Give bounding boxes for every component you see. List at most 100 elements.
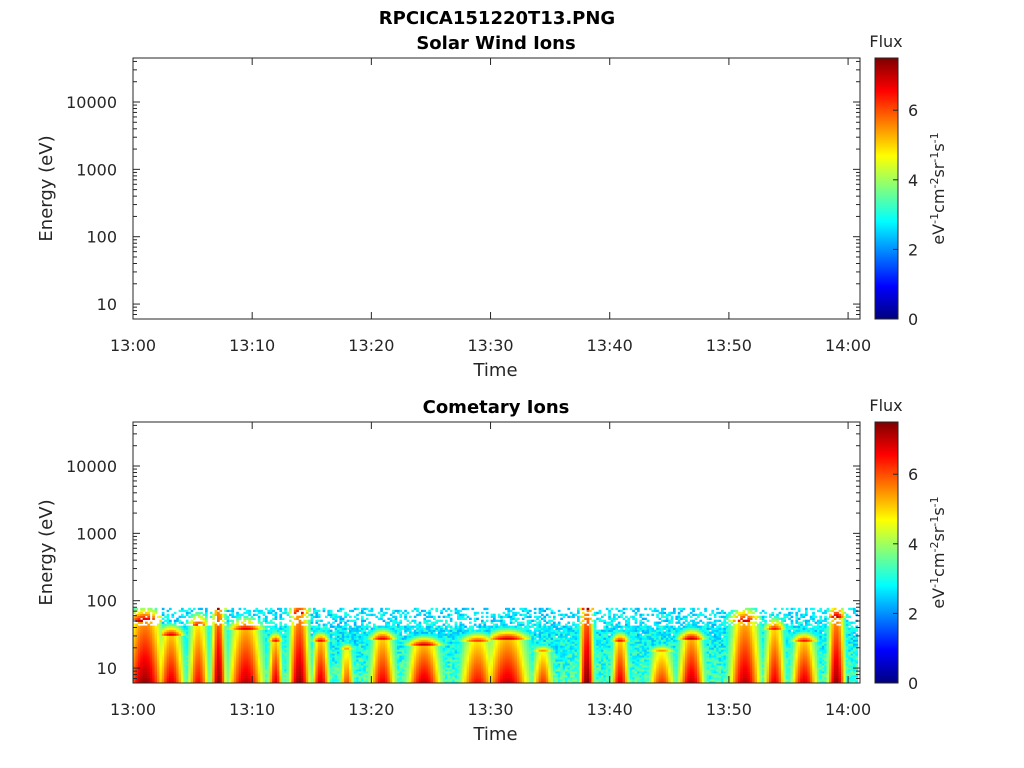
heatmap-cell [238,661,242,664]
heatmap-cell [313,637,316,640]
heatmap-cell [349,663,352,666]
heatmap-cell [329,631,333,634]
heatmap-cell [313,615,316,618]
heatmap-cell [171,657,175,660]
heatmap-cell [442,669,446,672]
heatmap-cell [310,651,314,654]
heatmap-cell [293,649,297,652]
heatmap-cell [425,619,429,622]
heatmap-cell [481,659,484,662]
heatmap-cell [269,607,273,611]
heatmap-cell [281,661,285,664]
heatmap-cell [353,671,357,674]
heatmap-cell [154,661,158,664]
heatmap-cell [471,635,475,638]
heatmap-cell [176,629,179,632]
heatmap-cell [178,673,182,676]
heatmap-cell [257,677,261,680]
heatmap-cell [269,633,273,636]
heatmap-cell [382,671,386,674]
heatmap-cell [279,657,283,660]
heatmap-cell [224,637,227,640]
heatmap-cell [404,663,407,666]
heatmap-cell [411,641,415,644]
heatmap-cell [356,659,359,662]
heatmap-cell [145,659,148,662]
heatmap-cell [488,669,491,672]
heatmap-cell [248,649,251,652]
heatmap-cell [140,607,143,611]
heatmap-cell [320,631,323,634]
heatmap-cell [341,669,345,672]
heatmap-cell [471,677,475,680]
heatmap-cell [430,669,434,672]
heatmap-cell [337,609,340,613]
heatmap-cell [351,633,355,636]
heatmap-cell [133,659,136,662]
heatmap-cell [363,647,367,650]
heatmap-cell [226,615,230,618]
heatmap-cell [226,609,230,613]
heatmap-cell [171,671,175,674]
heatmap-cell [190,667,194,670]
heatmap-cell [262,629,266,632]
heatmap-cell [389,655,393,658]
heatmap-cell [394,667,398,670]
heatmap-cell [262,625,266,628]
heatmap-cell [241,681,244,684]
heatmap-cell [245,611,249,615]
heatmap-cell [224,631,227,634]
heatmap-cell [485,631,489,634]
heatmap-cell [305,647,309,650]
heatmap-cell [245,633,249,636]
heatmap-cell [368,667,371,670]
heatmap-cell [289,681,292,684]
heatmap-cell [279,615,283,618]
heatmap-cell [353,621,357,624]
heatmap-cell [133,653,136,656]
heatmap-cell [274,653,278,656]
heatmap-cell [257,657,261,660]
heatmap-cell [279,667,283,670]
heatmap-cell [308,657,311,660]
heatmap-cell [476,635,479,638]
heatmap-cell [255,677,259,680]
heatmap-cell [435,633,439,636]
heatmap-cell [399,653,403,656]
heatmap-cell [212,679,215,682]
heatmap-cell [260,621,263,624]
heatmap-cell [212,681,215,684]
heatmap-cell [387,653,391,656]
heatmap-cell [154,635,158,638]
heatmap-cell [466,671,470,674]
heatmap-cell [320,649,323,652]
heatmap-cell [197,607,201,611]
heatmap-cell [413,635,417,638]
heatmap-cell [221,645,225,648]
heatmap-cell [373,623,376,626]
heatmap-cell [389,619,393,622]
heatmap-cell [173,631,177,634]
heatmap-cell [401,673,405,676]
heatmap-cell [488,637,491,640]
heatmap-cell [289,657,292,660]
heatmap-cell [286,637,290,640]
heatmap-cell [147,651,151,654]
heatmap-cell [365,643,369,646]
heatmap-cell [238,641,242,644]
heatmap-cell [358,663,362,666]
heatmap-cell [413,637,417,640]
heatmap-cell [457,611,460,615]
heatmap-cell [284,671,287,674]
heatmap-cell [279,617,283,620]
heatmap-cell [243,655,247,658]
heatmap-cell [447,635,451,638]
heatmap-cell [241,633,244,636]
heatmap-cell [149,639,153,642]
heatmap-cell [212,617,215,620]
heatmap-cell [411,643,415,646]
heatmap-cell [433,635,436,638]
heatmap-cell [428,613,431,616]
heatmap-cell [303,653,307,656]
heatmap-cell [344,661,347,664]
